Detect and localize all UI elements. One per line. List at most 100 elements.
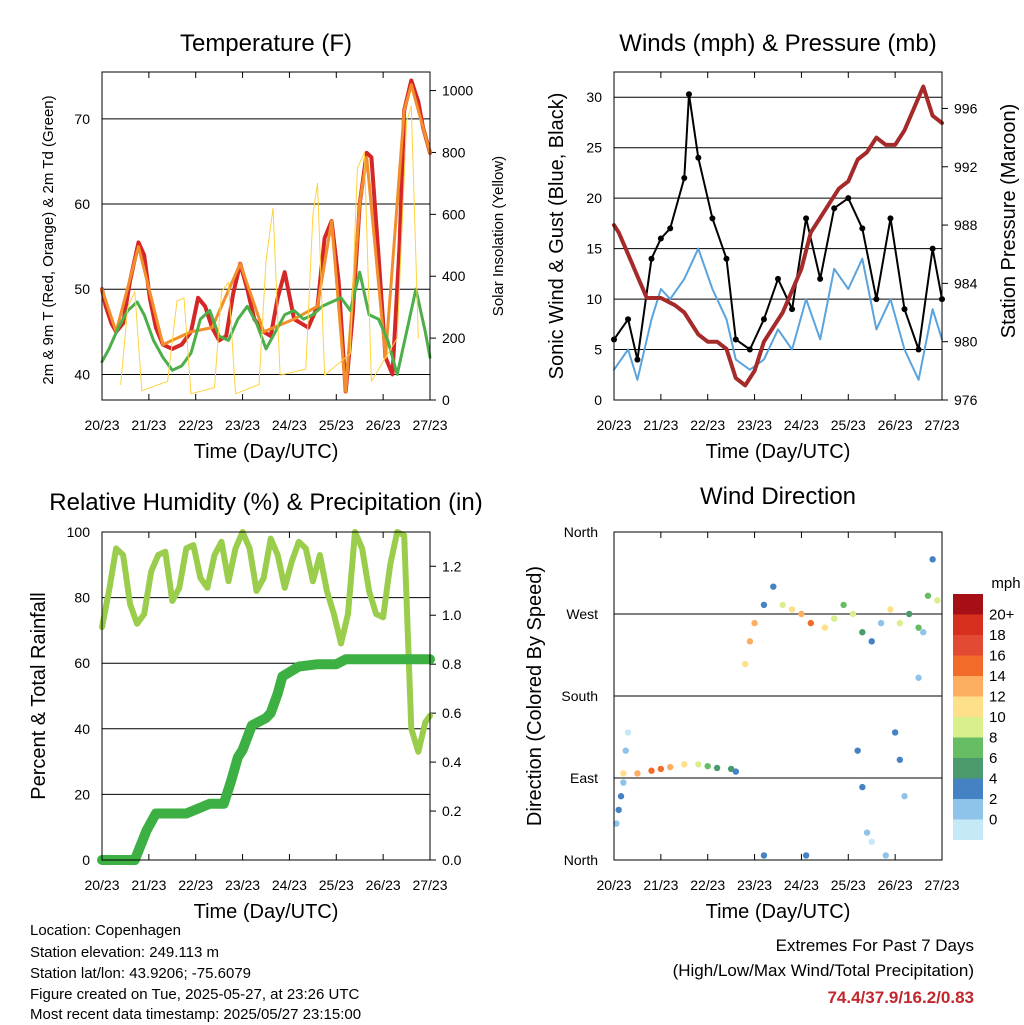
direction-point [751, 619, 758, 627]
gust-point [803, 215, 810, 222]
gust-point [625, 316, 632, 323]
y-tick-label: 60 [74, 196, 90, 212]
legend-swatch [953, 737, 983, 758]
x-tick-label: 23/23 [737, 417, 772, 433]
direction-point [882, 852, 889, 859]
gust-point [685, 91, 692, 98]
plot-frame [101, 71, 431, 401]
winds-ylabel: Sonic Wind & Gust (Blue, Black) [546, 93, 568, 380]
x-tick-label: 22/23 [178, 417, 213, 433]
y-tick-label: 20 [586, 190, 602, 206]
direction-point [915, 624, 922, 631]
direction-point [821, 624, 829, 631]
series-line [100, 270, 432, 376]
direction-point [620, 779, 627, 786]
direction-point [634, 770, 641, 777]
direction-point [859, 629, 866, 636]
direction-point [615, 806, 622, 814]
direction-point [732, 768, 740, 775]
direction-point [934, 597, 941, 604]
gust-point [667, 225, 674, 232]
gust-point [831, 205, 838, 212]
direction-point [896, 619, 904, 627]
direction-point [760, 852, 768, 859]
gust-point [709, 215, 716, 222]
direction-point [807, 619, 814, 627]
legend-swatch [953, 696, 983, 717]
direction-point [849, 610, 857, 618]
x-tick-label: 26/23 [878, 877, 913, 893]
direction-point [929, 556, 936, 563]
extremes-title: Extremes For Past 7 Days [775, 936, 974, 955]
direction-point [620, 770, 627, 777]
wind-direction-xlabel: Time (Day/UTC) [706, 901, 851, 923]
direction-point [831, 615, 838, 622]
x-tick-label: 23/23 [225, 877, 260, 893]
x-tick-label: 21/23 [643, 417, 678, 433]
x-tick-label: 27/23 [924, 417, 959, 433]
legend-swatch [953, 655, 983, 676]
direction-point [770, 583, 777, 590]
y-tick-label: 10 [586, 291, 602, 307]
direction-point [760, 601, 768, 609]
wind-direction-title: Wind Direction [700, 483, 856, 510]
gust-point [746, 346, 753, 353]
wind-direction-panel: Wind Direction Time (Day/UTC) Direction … [524, 483, 1021, 923]
gust-point [723, 255, 730, 262]
x-tick-label: 22/23 [178, 877, 213, 893]
elevation-text: Station elevation: 249.113 m [30, 944, 220, 961]
x-tick-label: 24/23 [272, 877, 307, 893]
x-tick-label: 25/23 [831, 417, 866, 433]
humidity-plot: 0 20 40 60 80 100 0.0 0.2 0.4 0.6 0.8 1.0 1.2 20/23 21… [67, 524, 462, 893]
direction-point [613, 820, 620, 827]
series-line [100, 83, 432, 393]
direction-point [667, 763, 674, 771]
x-tick-label: 24/23 [784, 877, 819, 893]
y-tick-label: 80 [74, 590, 90, 606]
direction-point [624, 729, 632, 736]
gust-point [657, 235, 664, 242]
x-tick-label: 20/23 [596, 877, 631, 893]
x-tick-label: 20/23 [84, 417, 119, 433]
direction-point [713, 764, 721, 772]
gust-point [887, 215, 894, 222]
direction-point [802, 852, 810, 859]
legend-swatch [953, 717, 983, 738]
legend-label: 16 [989, 648, 1006, 665]
y-tick-right-label: 800 [442, 144, 466, 160]
y-tick-right-label: 0.8 [442, 656, 462, 672]
y-tick-label: 15 [586, 241, 602, 257]
y-tick-label: 30 [586, 89, 602, 105]
extremes-values: 74.4/37.9/16.2/0.83 [827, 988, 974, 1007]
y-tick-right-label: 996 [954, 100, 978, 116]
series-line [613, 247, 943, 381]
legend-label: 20+ [989, 607, 1015, 624]
humidity-xlabel: Time (Day/UTC) [194, 901, 339, 923]
legend-label: 18 [989, 627, 1006, 644]
legend-swatch [953, 778, 983, 799]
direction-point [887, 606, 894, 613]
gust-point [634, 356, 641, 363]
wind-direction-ylabel: Direction (Colored By Speed) [524, 566, 546, 826]
gust-point [775, 275, 781, 282]
y-tick-label: East [570, 770, 598, 786]
direction-point [704, 762, 711, 770]
y-tick-right-label: 400 [442, 268, 466, 284]
gust-point [695, 154, 702, 161]
direction-point [901, 793, 908, 800]
direction-point [727, 765, 735, 773]
legend-label: 8 [989, 730, 997, 747]
direction-point [854, 747, 861, 754]
legend-label: 2 [989, 791, 997, 808]
winds-title: Winds (mph) & Pressure (mb) [619, 30, 936, 57]
legend-label: 12 [989, 689, 1006, 706]
x-tick-label: 25/23 [319, 417, 354, 433]
temperature-ylabel: 2m & 9m T (Red, Orange) & 2m Td (Green) [40, 95, 57, 384]
direction-point [859, 783, 866, 791]
direction-point [868, 838, 875, 845]
legend-label: 10 [989, 709, 1006, 726]
legend-label: 14 [989, 668, 1006, 685]
y-tick-label: 40 [74, 721, 90, 737]
gust-point [760, 316, 767, 323]
